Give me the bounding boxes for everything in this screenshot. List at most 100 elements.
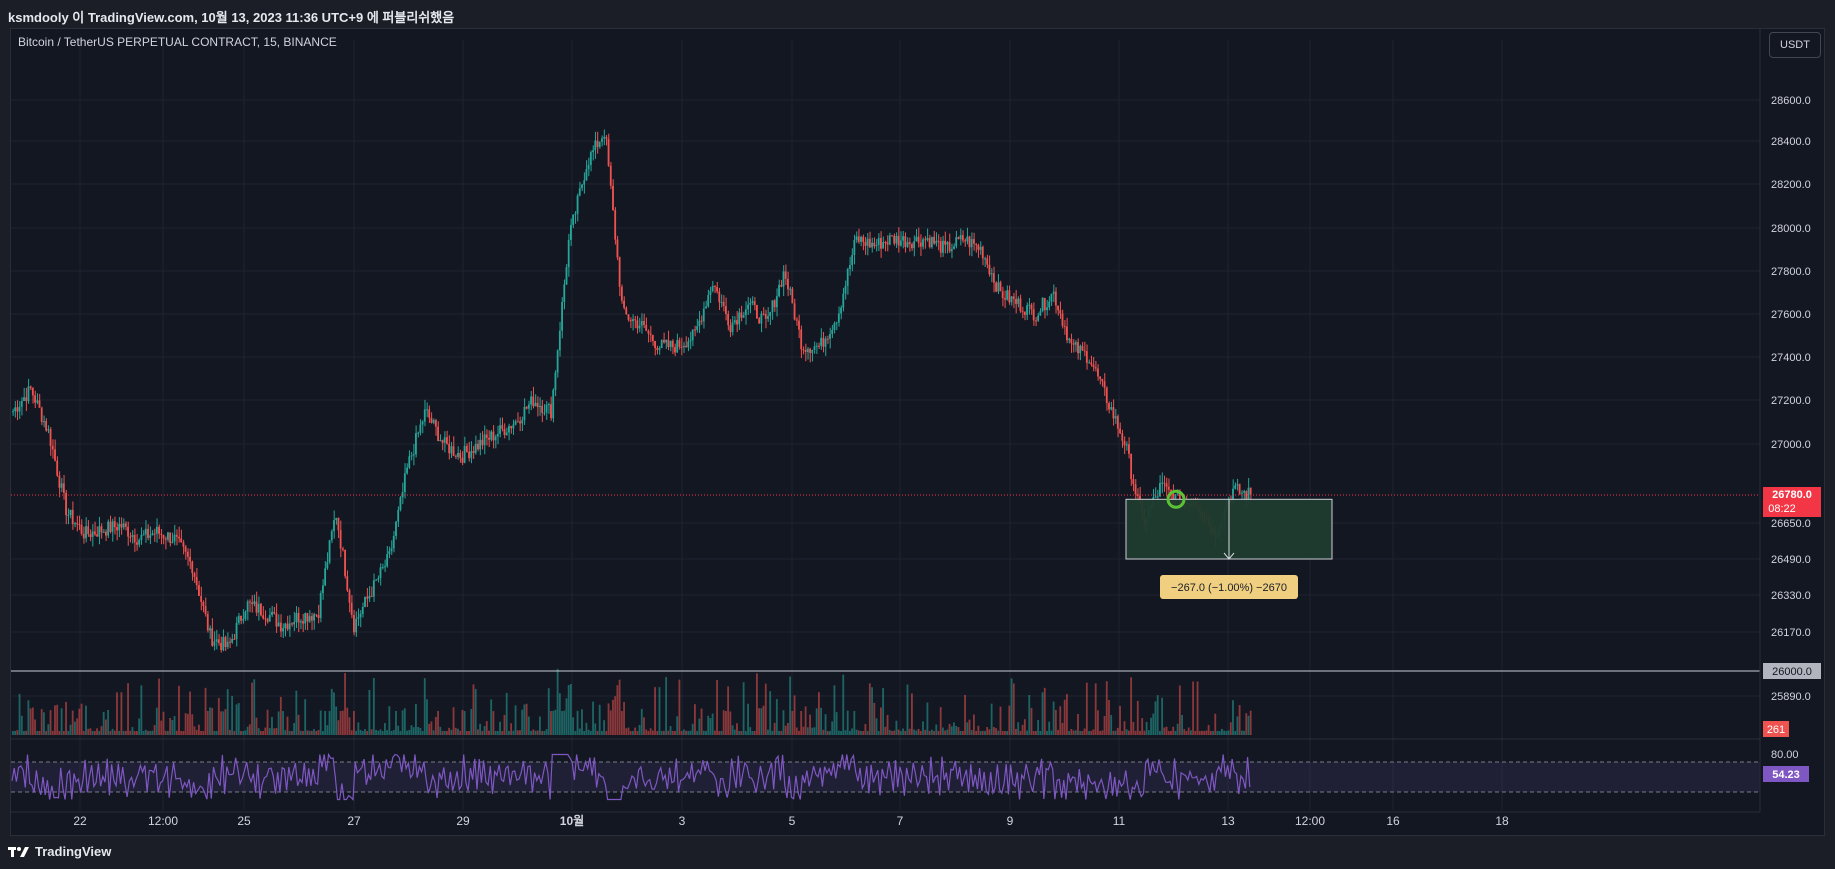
volume-bar [1132,721,1135,735]
candle [155,526,158,534]
volume-bar [682,729,685,735]
candle [217,639,220,644]
candle [286,623,289,630]
volume-bar [1114,730,1117,735]
volume-bar [291,730,293,735]
time-tick-label: 10월 [560,813,584,828]
candle [738,312,741,325]
candle [875,244,878,247]
candle [598,141,601,147]
candle [339,530,342,549]
tradingview-brand[interactable]: TradingView [8,844,111,859]
volume-bar [1183,729,1186,735]
volume-bar [1207,724,1210,735]
candle [43,421,45,423]
volume-bar [875,718,878,735]
candle [288,623,291,630]
candle [1006,290,1009,300]
candle [1074,342,1077,345]
volume-bar [127,683,129,735]
volume-bar [1147,730,1150,735]
candle [333,520,335,532]
volume-bar [1185,730,1188,735]
volume-bar [713,730,716,735]
volume-bar [328,710,331,735]
chart-frame[interactable] [10,28,1825,836]
volume-bar [769,691,772,735]
volume-bar [598,704,601,735]
candle [273,611,276,614]
volume-bar [514,705,517,735]
candle [749,302,752,305]
volume-bar [1121,730,1124,735]
volume-bar [505,692,508,735]
volume-bar [530,731,532,735]
candle [36,400,39,403]
candle [193,573,196,578]
volume-bar [837,730,840,735]
candle [322,585,324,594]
volume-bar [1145,721,1148,735]
candle [468,451,470,459]
candle [255,601,258,613]
candle [556,350,559,373]
candle [826,338,829,340]
volume-bars [12,668,1252,735]
candle [275,613,278,627]
candle [69,509,72,515]
volume-bar [946,729,949,735]
candle [618,257,621,287]
volume-bar [430,721,433,735]
volume-bar [286,716,289,735]
candle [651,334,654,341]
volume-bar [463,710,466,735]
candle [335,518,338,521]
candle [558,330,561,351]
volume-bar [1081,730,1084,735]
volume-bar [277,711,280,735]
volume-bar [1130,677,1133,735]
candle [160,533,163,535]
candle [674,347,676,353]
currency-button[interactable]: USDT [1769,32,1821,58]
volume-bar [643,717,645,735]
candle [384,566,386,568]
candle [1010,296,1013,303]
candle [392,536,395,549]
volume-bar [798,730,800,735]
candle [649,333,652,335]
volume-bar [1232,700,1234,735]
volume-bar [1094,683,1097,735]
candle [979,246,982,250]
volume-bar [483,726,486,735]
volume-bar [1161,697,1164,735]
candle [587,165,590,170]
volume-bar [694,704,696,735]
candle [563,284,566,303]
candle [479,439,482,450]
volume-bar [25,730,28,735]
candle [76,523,79,525]
candle [140,534,143,540]
candle [948,242,951,252]
candle [375,579,377,581]
candle [572,214,575,225]
candle [209,628,211,631]
volume-bar [860,730,862,735]
candle [1101,378,1104,382]
volume-bar [1023,719,1026,735]
volume-bar [1088,730,1090,735]
volume-bar [465,730,468,735]
volume-bar [992,727,995,735]
candle [74,523,76,525]
candle [895,235,898,244]
candle [1015,299,1017,304]
volume-bar [472,684,475,735]
volume-bar [809,714,811,735]
candle [687,341,690,348]
candle [1041,297,1044,312]
candle [634,319,637,321]
candle [147,528,149,538]
candle [554,372,557,390]
